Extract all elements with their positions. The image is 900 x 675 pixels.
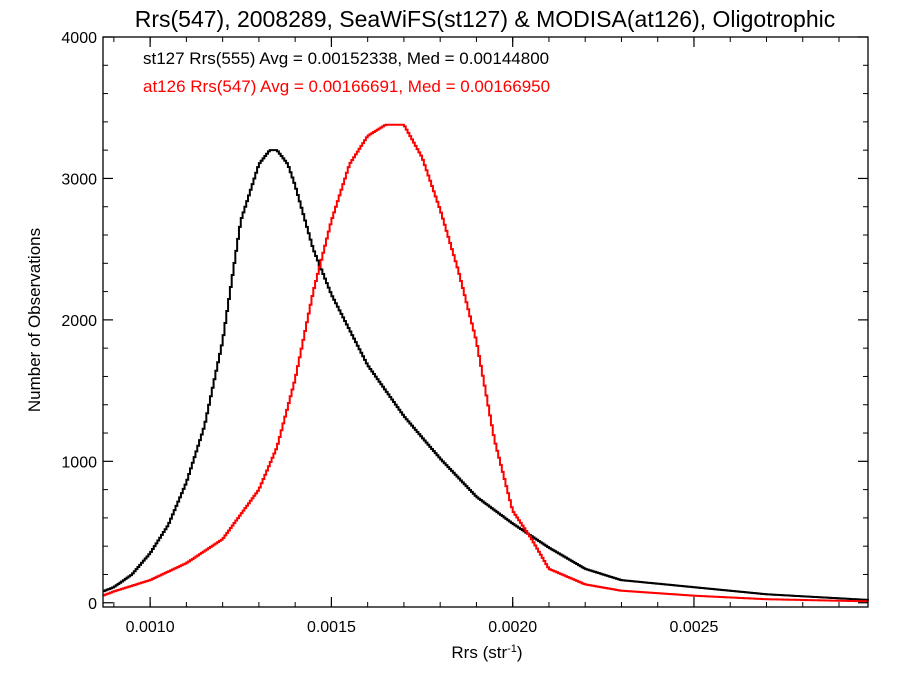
- y-tick-label: 0: [88, 596, 97, 613]
- x-tick-label: 0.0020: [488, 619, 537, 636]
- chart-title: Rrs(547), 2008289, SeaWiFS(st127) & MODI…: [135, 6, 836, 32]
- x-axis-label-close: ): [517, 643, 523, 662]
- y-tick-label: 3000: [61, 171, 97, 188]
- y-axis-label: Number of Observations: [25, 228, 44, 412]
- y-tick-label: 1000: [61, 454, 97, 471]
- legend-entry-at126: at126 Rrs(547) Avg = 0.00166691, Med = 0…: [143, 77, 550, 96]
- x-tick-label: 0.0025: [670, 619, 719, 636]
- x-tick-label: 0.0010: [126, 619, 175, 636]
- x-tick-label: 0.0015: [307, 619, 356, 636]
- x-axis-ticks: 0.0010 0.0015 0.0020 0.0025: [113, 37, 840, 636]
- x-axis-label-text: Rrs (str: [451, 643, 507, 662]
- plot-area: [103, 123, 869, 603]
- series-line-1: [103, 123, 869, 603]
- y-axis-ticks: 0 1000 2000 3000 4000: [61, 30, 868, 613]
- series-line-0: [103, 149, 869, 601]
- plot-frame: [102, 36, 869, 608]
- y-tick-label: 2000: [61, 313, 97, 330]
- x-axis-label-superscript: -1: [507, 643, 517, 655]
- legend: st127 Rrs(555) Avg = 0.00152338, Med = 0…: [143, 49, 550, 96]
- legend-entry-st127: st127 Rrs(555) Avg = 0.00152338, Med = 0…: [143, 49, 549, 68]
- y-tick-label: 4000: [61, 30, 97, 47]
- x-axis-label: Rrs (str-1): [451, 643, 522, 662]
